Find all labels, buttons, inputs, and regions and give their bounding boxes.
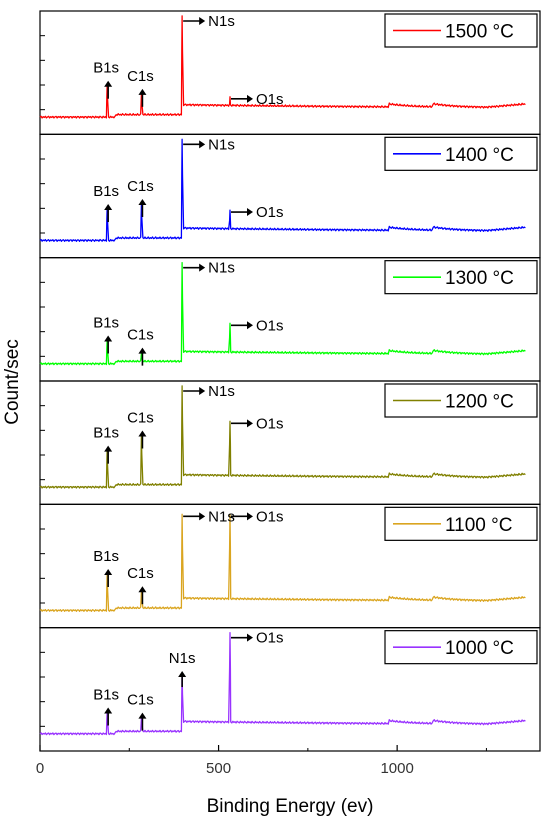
b1s-arrow xyxy=(104,335,113,354)
n1s-label: N1s xyxy=(169,650,196,667)
n1s-arrow xyxy=(183,17,206,25)
n1s-label: N1s xyxy=(208,508,235,525)
o1s-label: O1s xyxy=(256,415,284,432)
spectrum-line xyxy=(39,138,526,242)
n1s-arrow xyxy=(183,387,206,395)
legend-3: 1200 °C xyxy=(384,383,538,418)
panel-1: B1s C1s N1s O1s 1400 °C xyxy=(39,133,541,259)
legend-2: 1300 °C xyxy=(384,260,538,295)
o1s-label: O1s xyxy=(256,91,284,108)
b1s-arrow xyxy=(104,204,113,223)
c1s-label: C1s xyxy=(127,68,154,85)
c1s-arrow xyxy=(138,88,147,107)
x-tick-label: 0 xyxy=(36,760,44,777)
b1s-arrow xyxy=(104,569,113,588)
o1s-label: O1s xyxy=(256,317,284,334)
c1s-label: C1s xyxy=(127,327,154,344)
legend-label: 1400 °C xyxy=(445,145,514,166)
x-axis-title: Binding Energy (ev) xyxy=(207,796,374,817)
n1s-label: N1s xyxy=(208,383,235,400)
spectrum-line xyxy=(39,385,526,489)
c1s-arrow xyxy=(138,712,147,731)
o1s-arrow xyxy=(231,633,253,642)
o1s-label: O1s xyxy=(256,508,284,525)
o1s-arrow xyxy=(231,208,253,217)
y-axis-title: Count/sec xyxy=(2,339,23,425)
o1s-label: O1s xyxy=(256,630,284,647)
c1s-label: C1s xyxy=(127,410,154,427)
spectrum-line xyxy=(39,631,526,736)
b1s-label: B1s xyxy=(93,60,119,77)
legend-label: 1500 °C xyxy=(445,22,514,43)
panel-5: B1s C1s N1s O1s 1000 °C xyxy=(39,627,541,752)
c1s-arrow xyxy=(138,347,147,366)
n1s-arrow xyxy=(183,140,206,149)
b1s-arrow xyxy=(104,707,113,726)
legend-1: 1400 °C xyxy=(384,136,538,171)
legend-label: 1100 °C xyxy=(445,515,512,536)
b1s-arrow xyxy=(104,445,113,464)
c1s-arrow xyxy=(138,430,147,449)
legend-label: 1200 °C xyxy=(445,392,514,413)
b1s-label: B1s xyxy=(93,425,119,442)
c1s-arrow xyxy=(138,199,147,218)
o1s-arrow xyxy=(231,512,253,521)
legend-4: 1100 °C xyxy=(384,506,538,541)
n1s-label: N1s xyxy=(208,260,235,277)
x-axis: 0 500 1000 xyxy=(36,745,487,777)
legend-box xyxy=(384,13,538,48)
n1s-arrow xyxy=(178,671,187,688)
o1s-arrow xyxy=(231,419,253,428)
b1s-label: B1s xyxy=(93,183,119,200)
legend-label: 1300 °C xyxy=(445,268,514,289)
legend-label: 1000 °C xyxy=(445,638,514,659)
c1s-label: C1s xyxy=(127,692,154,709)
b1s-arrow xyxy=(104,80,113,99)
legend-5: 1000 °C xyxy=(384,630,538,665)
x-tick-label: 500 xyxy=(206,760,231,777)
b1s-label: B1s xyxy=(93,687,119,704)
n1s-label: N1s xyxy=(208,136,235,153)
o1s-arrow xyxy=(231,321,253,330)
panel-3: B1s C1s N1s O1s 1200 °C xyxy=(39,380,541,505)
panel-4: B1s C1s N1s O1s 1100 °C xyxy=(39,503,541,629)
c1s-label: C1s xyxy=(127,178,154,195)
n1s-label: N1s xyxy=(208,13,235,30)
panel-frame xyxy=(39,627,541,752)
spectrum-line xyxy=(39,513,526,612)
n1s-arrow xyxy=(183,263,206,272)
x-tick-label: 1000 xyxy=(380,760,413,777)
n1s-arrow xyxy=(183,512,206,521)
panel-2: B1s C1s N1s O1s 1300 °C xyxy=(39,257,541,382)
o1s-label: O1s xyxy=(256,204,284,221)
b1s-label: B1s xyxy=(93,548,119,565)
o1s-arrow xyxy=(231,94,253,103)
b1s-label: B1s xyxy=(93,314,119,331)
legend-0: 1500 °C xyxy=(384,13,538,48)
spectrum-line xyxy=(39,15,526,119)
c1s-label: C1s xyxy=(127,565,154,582)
spectrum-line xyxy=(39,261,526,366)
panel-0: B1s C1s N1s O1s 1500 °C xyxy=(39,10,541,135)
c1s-arrow xyxy=(138,586,147,605)
